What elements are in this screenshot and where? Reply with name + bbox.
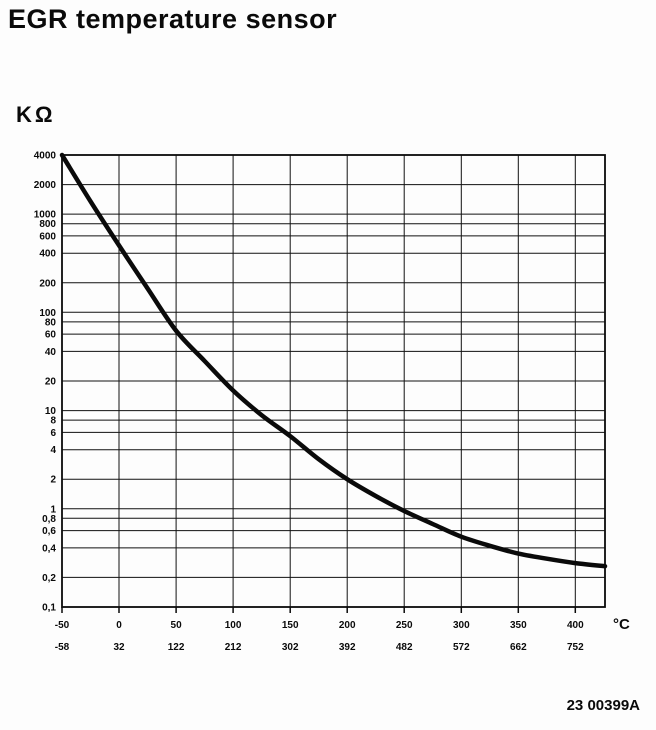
x-tick-label-celsius: 250	[396, 620, 413, 631]
page-title: EGR temperature sensor	[8, 4, 338, 34]
x-tick-label-celsius: 150	[282, 620, 299, 631]
x-tick-label-fahrenheit: 212	[225, 642, 242, 653]
y-tick-label: 0,2	[42, 573, 56, 584]
y-tick-label: 6	[50, 428, 56, 439]
x-tick-label-celsius: 350	[510, 620, 527, 631]
y-tick-label: 2000	[34, 180, 57, 191]
x-tick-label-fahrenheit: 392	[339, 642, 356, 653]
y-tick-label: 400	[39, 249, 56, 260]
y-tick-label: 100	[39, 308, 56, 319]
resistance-curve	[59, 152, 608, 569]
y-tick-label: 2	[50, 475, 56, 486]
y-tick-label: 0,4	[42, 543, 56, 554]
y-tick-label: 80	[45, 317, 57, 328]
x-tick-label-fahrenheit: 572	[453, 642, 470, 653]
x-tick-label-celsius: -50	[55, 620, 70, 631]
x-tick-label-celsius: 300	[453, 620, 470, 631]
x-tick-label-celsius: 50	[171, 620, 183, 631]
x-tick-label-fahrenheit: 32	[113, 642, 125, 653]
y-tick-label: 10	[45, 406, 57, 417]
y-tick-label: 0,8	[42, 514, 56, 525]
document-code: 23 00399A	[566, 697, 640, 714]
y-axis-unit-label: KΩ	[16, 102, 56, 127]
y-tick-label: 8	[50, 416, 56, 427]
x-tick-label-celsius: 0	[116, 620, 122, 631]
x-tick-label-celsius: 200	[339, 620, 356, 631]
y-tick-label: 200	[39, 278, 56, 289]
y-tick-label: 0,1	[42, 603, 56, 614]
y-tick-label: 40	[45, 347, 57, 358]
y-tick-label: 4	[50, 445, 56, 456]
x-tick-label-celsius: 100	[225, 620, 242, 631]
x-tick-label-fahrenheit: 302	[282, 642, 299, 653]
x-tick-label-fahrenheit: 662	[510, 642, 527, 653]
y-tick-label: 20	[45, 377, 57, 388]
y-tick-label: 600	[39, 231, 56, 242]
y-tick-label: 0,6	[42, 526, 56, 537]
y-tick-label: 800	[39, 219, 56, 230]
y-tick-label: 1000	[34, 210, 57, 221]
x-axis-unit-label: °C	[613, 616, 630, 633]
y-tick-label: 60	[45, 330, 57, 341]
plot-border	[61, 154, 606, 608]
x-tick-label-fahrenheit: 752	[567, 642, 584, 653]
y-tick-label: 1	[50, 504, 56, 515]
y-tick-label: 4000	[34, 151, 57, 162]
x-tick-label-fahrenheit: 482	[396, 642, 413, 653]
x-tick-label-celsius: 400	[567, 620, 584, 631]
x-tick-label-fahrenheit: -58	[55, 642, 70, 653]
x-tick-label-fahrenheit: 122	[168, 642, 185, 653]
